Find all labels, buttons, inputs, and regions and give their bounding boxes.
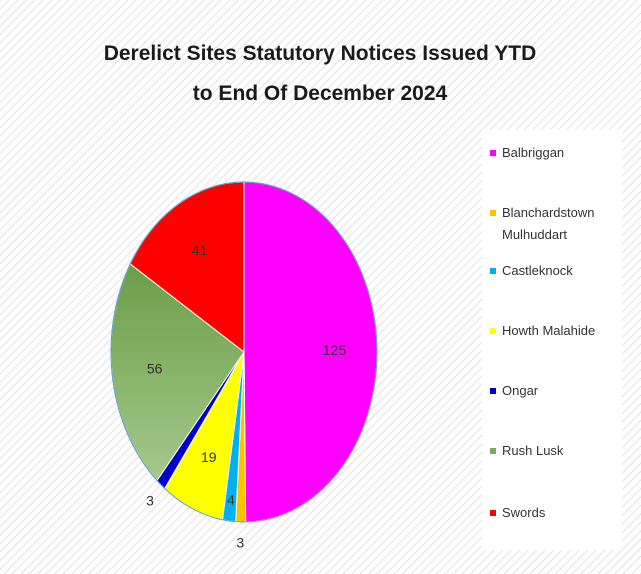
data-label: 41 [192,242,208,258]
data-label: 3 [236,535,244,551]
data-label: 19 [201,449,217,465]
legend-item: Rush Lusk [490,440,618,462]
legend-label: Blanchardstown Mulhuddart [502,205,595,242]
legend-swatch [490,328,496,334]
chart-title: Derelict Sites Statutory Notices Issued … [103,42,537,105]
legend-swatch [490,210,496,216]
legend-label: Balbriggan [502,145,565,160]
data-label: 56 [147,361,163,377]
legend-item: Howth Malahide [490,320,618,342]
data-label: 3 [146,493,154,509]
pie: 125 3 4 19 3 56 41 [110,181,378,551]
pie-outline [110,181,378,523]
legend-label: Ongar [502,383,539,398]
legend-item: Castleknock [490,260,618,282]
legend-swatch [490,388,496,394]
legend-item: Swords [490,502,618,524]
legend-item: Blanchardstown Mulhuddart [490,202,618,246]
legend-item: Balbriggan [490,142,618,164]
legend: Balbriggan Blanchardstown Mulhuddart Castl… [482,130,622,550]
legend-item: Ongar [490,380,618,402]
legend-label: Rush Lusk [502,443,564,458]
legend-swatch [490,510,496,516]
legend-label: Howth Malahide [502,323,596,338]
data-label: 4 [227,491,235,507]
legend-swatch [490,268,496,274]
legend-label: Castleknock [502,263,573,278]
legend-label: Swords [502,505,546,520]
legend-swatch [490,448,496,454]
data-label: 125 [323,342,347,358]
legend-swatch [490,150,496,156]
